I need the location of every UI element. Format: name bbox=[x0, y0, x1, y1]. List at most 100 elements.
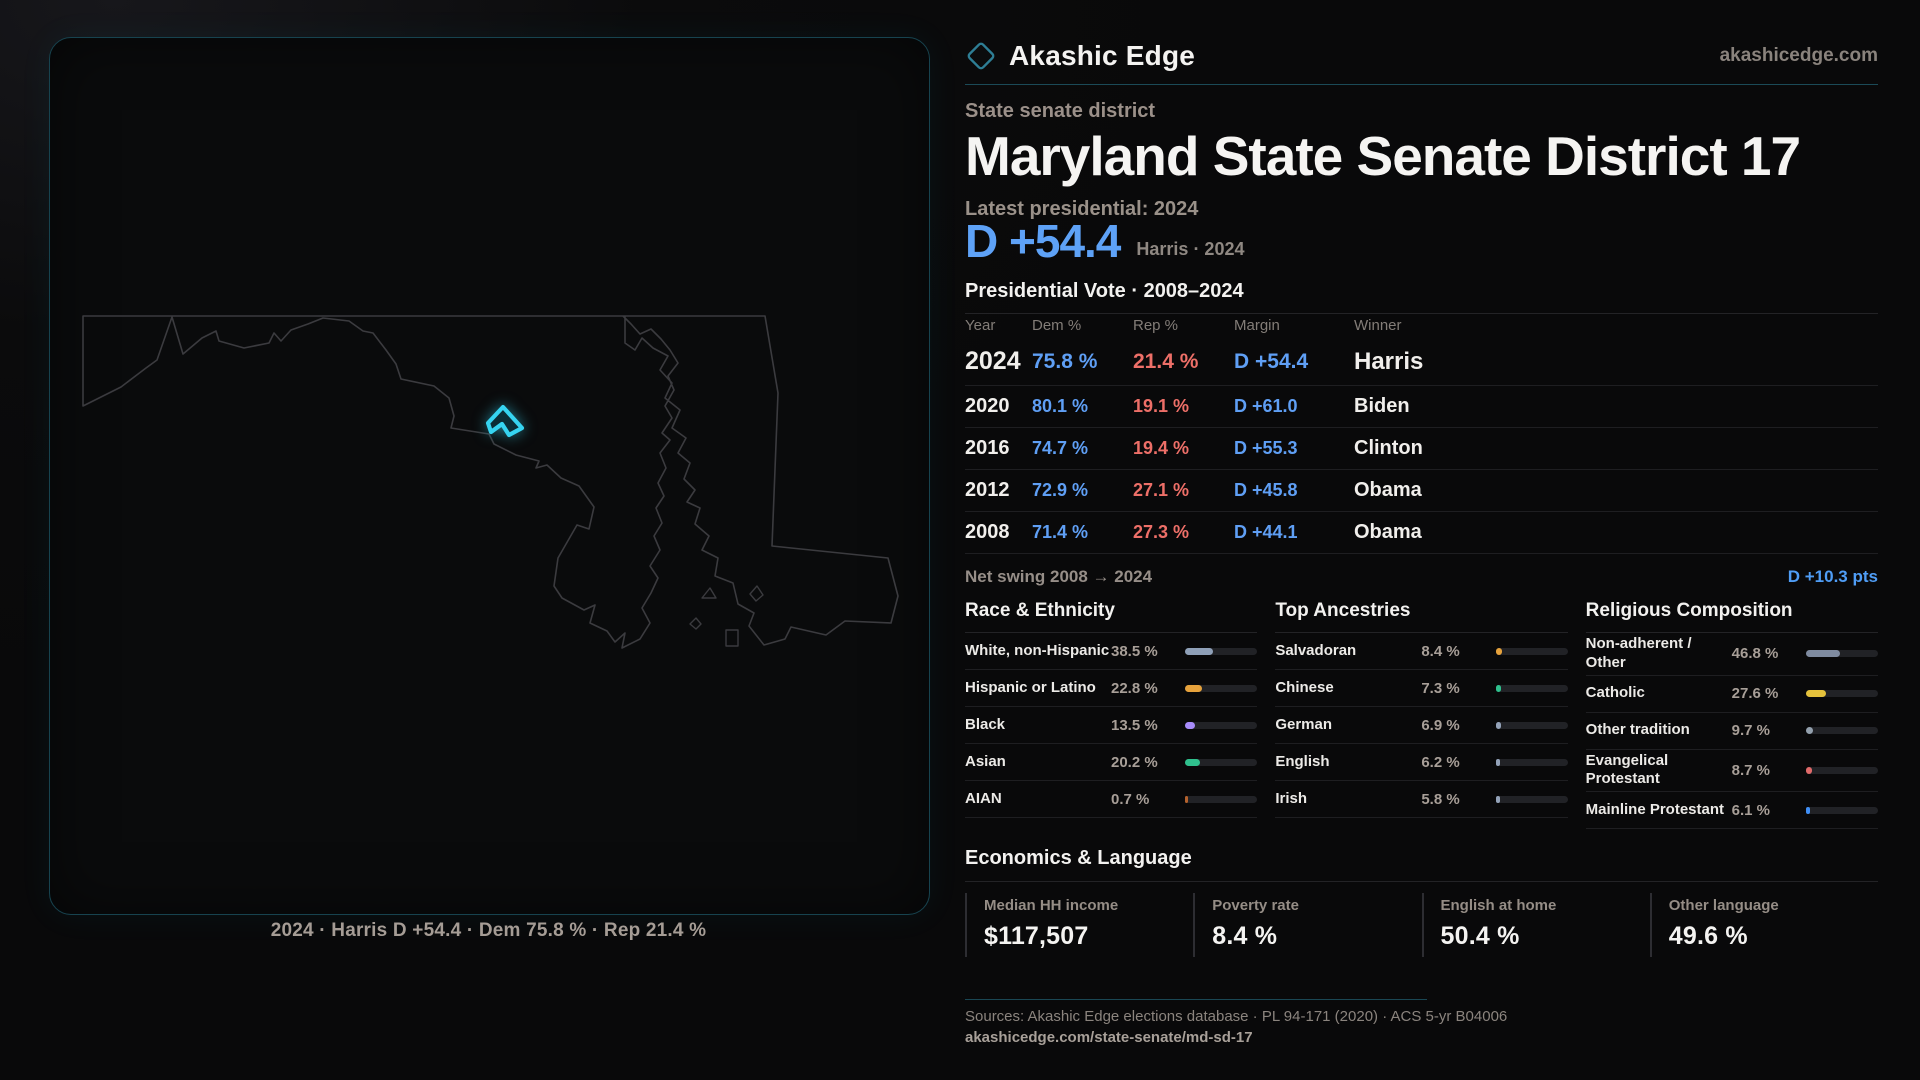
demo-column-title: Top Ancestries bbox=[1275, 600, 1568, 633]
margin-cell: D +55.3 bbox=[1234, 438, 1298, 458]
demo-value: 46.8 % bbox=[1731, 645, 1779, 663]
demo-row: AIAN 0.7 % bbox=[965, 781, 1258, 818]
permalink[interactable]: akashicedge.com/state-senate/md-sd-17 bbox=[965, 1029, 1253, 1046]
stat-label: English at home bbox=[1440, 897, 1557, 914]
stat-value: $117,507 bbox=[984, 922, 1089, 950]
bar-track bbox=[1185, 684, 1258, 692]
bar-track bbox=[1806, 806, 1878, 814]
winner-cell: Obama bbox=[1354, 479, 1422, 501]
stat: English at home 50.4 % bbox=[1421, 893, 1650, 957]
demo-label: German bbox=[1275, 715, 1333, 733]
margin-cell: D +44.1 bbox=[1234, 522, 1298, 542]
demo-column-title: Religious Composition bbox=[1585, 600, 1878, 633]
demo-label: White, non-Hispanic bbox=[965, 641, 1110, 659]
rep-cell: 21.4 % bbox=[1133, 349, 1199, 373]
demo-label: AIAN bbox=[965, 789, 1002, 807]
diamond-icon bbox=[967, 42, 995, 70]
bar-fill bbox=[1495, 795, 1500, 803]
demo-value: 6.9 % bbox=[1421, 716, 1460, 734]
demo-value: 9.7 % bbox=[1731, 722, 1771, 739]
bar-fill bbox=[1495, 684, 1501, 692]
presidential-vote-title: Presidential Vote · 2008–2024 bbox=[965, 280, 1878, 314]
table-row-2020: 2020 80.1 % 19.1 % D +61.0 Biden bbox=[965, 386, 1878, 428]
bar-fill bbox=[1185, 795, 1188, 803]
table-row-2008: 2008 71.4 % 27.3 % D +44.1 Obama bbox=[965, 512, 1878, 554]
brand-name: Akashic Edge bbox=[1009, 40, 1196, 71]
dem-cell: 75.8 % bbox=[1032, 349, 1098, 373]
net-swing-label: Net swing 2008 → 2024 bbox=[965, 567, 1153, 586]
district-shape[interactable] bbox=[485, 404, 525, 438]
stat-label: Poverty rate bbox=[1212, 897, 1299, 914]
column-header: Year bbox=[965, 316, 996, 334]
bar-fill bbox=[1806, 727, 1813, 734]
bar-track bbox=[1806, 650, 1878, 658]
demo-value: 38.5 % bbox=[1111, 642, 1158, 660]
demo-value: 22.8 % bbox=[1111, 679, 1158, 697]
bar-track bbox=[1806, 727, 1878, 734]
bar-track bbox=[1185, 795, 1258, 803]
margin-cell: D +45.8 bbox=[1234, 480, 1298, 500]
stat-value: 49.6 % bbox=[1668, 922, 1748, 950]
headline-sub: Harris · 2024 bbox=[1136, 239, 1245, 259]
demo-row: Salvadoran 8.4 % bbox=[1275, 633, 1568, 670]
stat-label: Median HH income bbox=[984, 897, 1119, 914]
demo-row: Irish 5.8 % bbox=[1275, 781, 1568, 818]
year-cell: 2024 bbox=[965, 347, 1021, 375]
demo-row: German 6.9 % bbox=[1275, 707, 1568, 744]
bar-fill bbox=[1806, 690, 1826, 697]
economics-stats: Median HH income $117,507 Poverty rate 8.4 … bbox=[965, 893, 1878, 957]
bar-fill bbox=[1806, 806, 1811, 814]
demo-column-title: Race & Ethnicity bbox=[965, 600, 1258, 633]
winner-cell: Biden bbox=[1354, 395, 1410, 417]
net-swing-value: D +10.3 pts bbox=[1787, 567, 1878, 586]
stat: Poverty rate 8.4 % bbox=[1193, 893, 1421, 957]
demo-column: Race & Ethnicity White, non-Hispanic 38.5 … bbox=[965, 600, 1258, 829]
bar-track bbox=[1185, 647, 1258, 655]
bar-track bbox=[1495, 758, 1568, 766]
bar-track bbox=[1185, 758, 1258, 766]
demo-label: Other tradition bbox=[1585, 721, 1690, 739]
table-row-2024: 2024 75.8 % 21.4 % D +54.4 Harris bbox=[965, 338, 1878, 386]
presidential-vote-table: Year Dem % Rep % Margin Winner 2024 75.8 % 21.4… bbox=[965, 312, 1878, 554]
stat: Median HH income $117,507 bbox=[965, 893, 1193, 957]
demo-value: 27.6 % bbox=[1731, 685, 1779, 702]
demo-label: Black bbox=[965, 715, 1006, 733]
bar-track bbox=[1806, 690, 1878, 697]
dem-cell: 80.1 % bbox=[1032, 396, 1089, 416]
table-header-row: Year Dem % Rep % Margin Winner bbox=[965, 312, 1878, 338]
demo-row: Non-adherent / Other 46.8 % bbox=[1585, 633, 1878, 676]
demo-column: Top Ancestries Salvadoran 8.4 % Chinese 7.3 … bbox=[1275, 600, 1568, 829]
demo-label: Mainline Protestant bbox=[1585, 800, 1725, 818]
stat-label: Other language bbox=[1668, 897, 1779, 914]
demo-label: English bbox=[1275, 752, 1330, 770]
demo-label: Chinese bbox=[1275, 678, 1334, 696]
table-row-2016: 2016 74.7 % 19.4 % D +55.3 Clinton bbox=[965, 428, 1878, 470]
demo-label: Asian bbox=[965, 752, 1006, 770]
bar-track bbox=[1495, 721, 1568, 729]
table-row-2012: 2012 72.9 % 27.1 % D +45.8 Obama bbox=[965, 470, 1878, 512]
sources-line: Sources: Akashic Edge elections database… bbox=[965, 1008, 1508, 1025]
bar-fill bbox=[1185, 647, 1214, 655]
bar-fill bbox=[1806, 650, 1840, 658]
site-domain-link[interactable]: akashicedge.com bbox=[1719, 45, 1878, 66]
state-outline bbox=[82, 315, 899, 649]
bar-fill bbox=[1185, 721, 1196, 729]
net-swing-row: Net swing 2008 → 2024 D +10.3 pts bbox=[965, 567, 1878, 587]
rep-cell: 19.1 % bbox=[1133, 396, 1190, 416]
margin-cell: D +61.0 bbox=[1234, 396, 1298, 416]
headline-margin: D +54.4 bbox=[965, 215, 1121, 267]
demo-row: Chinese 7.3 % bbox=[1275, 670, 1568, 707]
demo-value: 20.2 % bbox=[1111, 753, 1158, 771]
demo-label: Irish bbox=[1275, 789, 1308, 807]
stat-value: 50.4 % bbox=[1440, 922, 1520, 950]
demo-label: Non-adherent / Other bbox=[1585, 635, 1692, 671]
map-panel bbox=[49, 37, 930, 915]
winner-cell: Clinton bbox=[1354, 437, 1423, 459]
year-cell: 2012 bbox=[965, 479, 1010, 501]
demo-value: 7.3 % bbox=[1421, 679, 1460, 697]
demo-row: Asian 20.2 % bbox=[965, 744, 1258, 781]
column-header: Rep % bbox=[1133, 316, 1179, 334]
bar-fill bbox=[1806, 766, 1813, 774]
demo-row: Other tradition 9.7 % bbox=[1585, 713, 1878, 750]
